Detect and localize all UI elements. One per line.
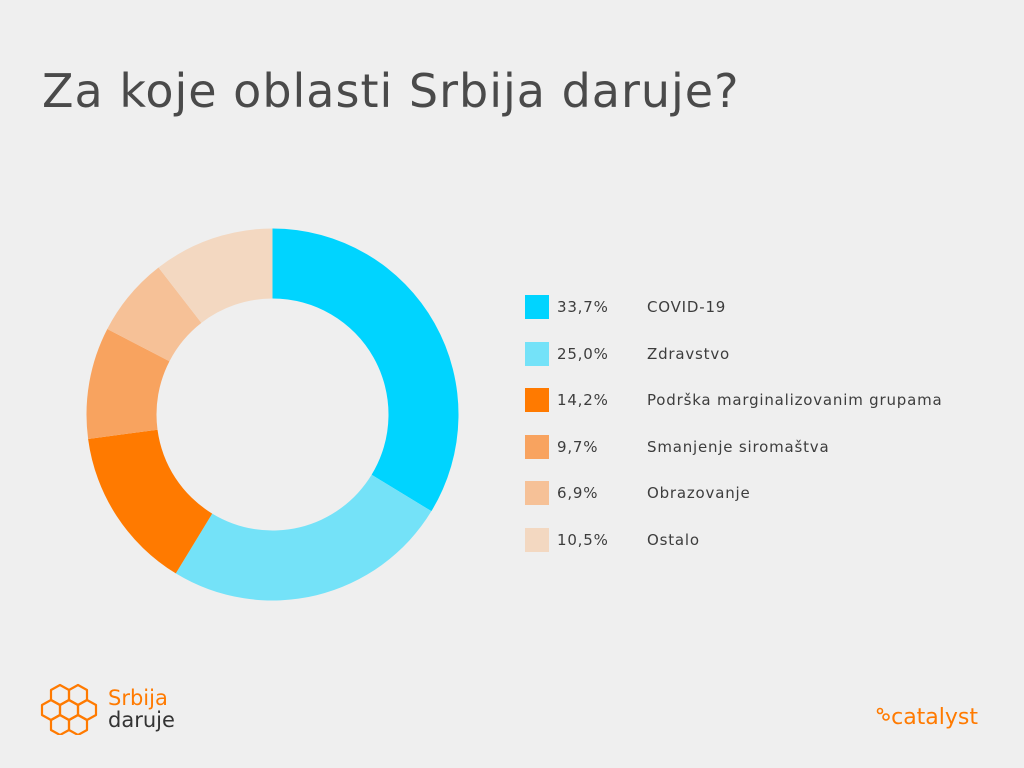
legend-percent: 33,7% — [557, 298, 609, 317]
donut-slice-5 — [158, 228, 273, 323]
donut-slice-4 — [107, 267, 202, 362]
legend-percent: 14,2% — [557, 391, 609, 410]
legend-label: Ostalo — [647, 530, 700, 549]
legend-swatch — [525, 527, 549, 552]
legend-label: Podrška marginalizovanim grupama — [647, 391, 943, 410]
catalyst-logo: catalyst — [876, 705, 978, 730]
legend-percent: 25,0% — [557, 344, 609, 363]
donut-slice-0 — [272, 228, 459, 512]
legend-swatch — [525, 295, 549, 320]
legend-item: 14,2% Podrška marginalizovanim grupama — [525, 377, 943, 424]
chart-title: Za koje oblasti Srbija daruje? — [42, 64, 740, 118]
legend-item: 10,5% Ostalo — [525, 517, 943, 564]
legend-label: Zdravstvo — [647, 344, 730, 363]
chart-legend: 33,7% COVID-19 25,0% Zdravstvo 14,2% Podrška … — [525, 284, 943, 563]
logo-line-srbija: Srbija — [108, 686, 168, 710]
srbija-daruje-logo: Srbija daruje — [40, 683, 175, 735]
legend-swatch — [525, 341, 549, 366]
catalyst-wordmark: catalyst — [891, 705, 978, 730]
legend-label: COVID-19 — [647, 298, 727, 317]
legend-swatch — [525, 388, 549, 413]
logo-line-daruje: daruje — [108, 708, 175, 732]
donut-chart — [86, 228, 459, 601]
legend-percent: 9,7% — [557, 437, 599, 456]
hexagon-cluster-icon — [40, 683, 98, 735]
legend-item: 6,9% Obrazovanje — [525, 470, 943, 517]
legend-item: 25,0% Zdravstvo — [525, 331, 943, 378]
legend-percent: 6,9% — [557, 484, 599, 503]
donut-slice-2 — [88, 429, 213, 574]
donut-slice-3 — [86, 329, 170, 439]
donut-slice-1 — [175, 474, 432, 601]
catalyst-dots-icon — [876, 707, 890, 721]
legend-percent: 10,5% — [557, 530, 609, 549]
legend-swatch — [525, 481, 549, 506]
legend-label: Obrazovanje — [647, 484, 751, 503]
legend-swatch — [525, 434, 549, 459]
legend-item: 33,7% COVID-19 — [525, 284, 943, 331]
legend-label: Smanjenje siromaštva — [647, 437, 830, 456]
legend-item: 9,7% Smanjenje siromaštva — [525, 424, 943, 471]
